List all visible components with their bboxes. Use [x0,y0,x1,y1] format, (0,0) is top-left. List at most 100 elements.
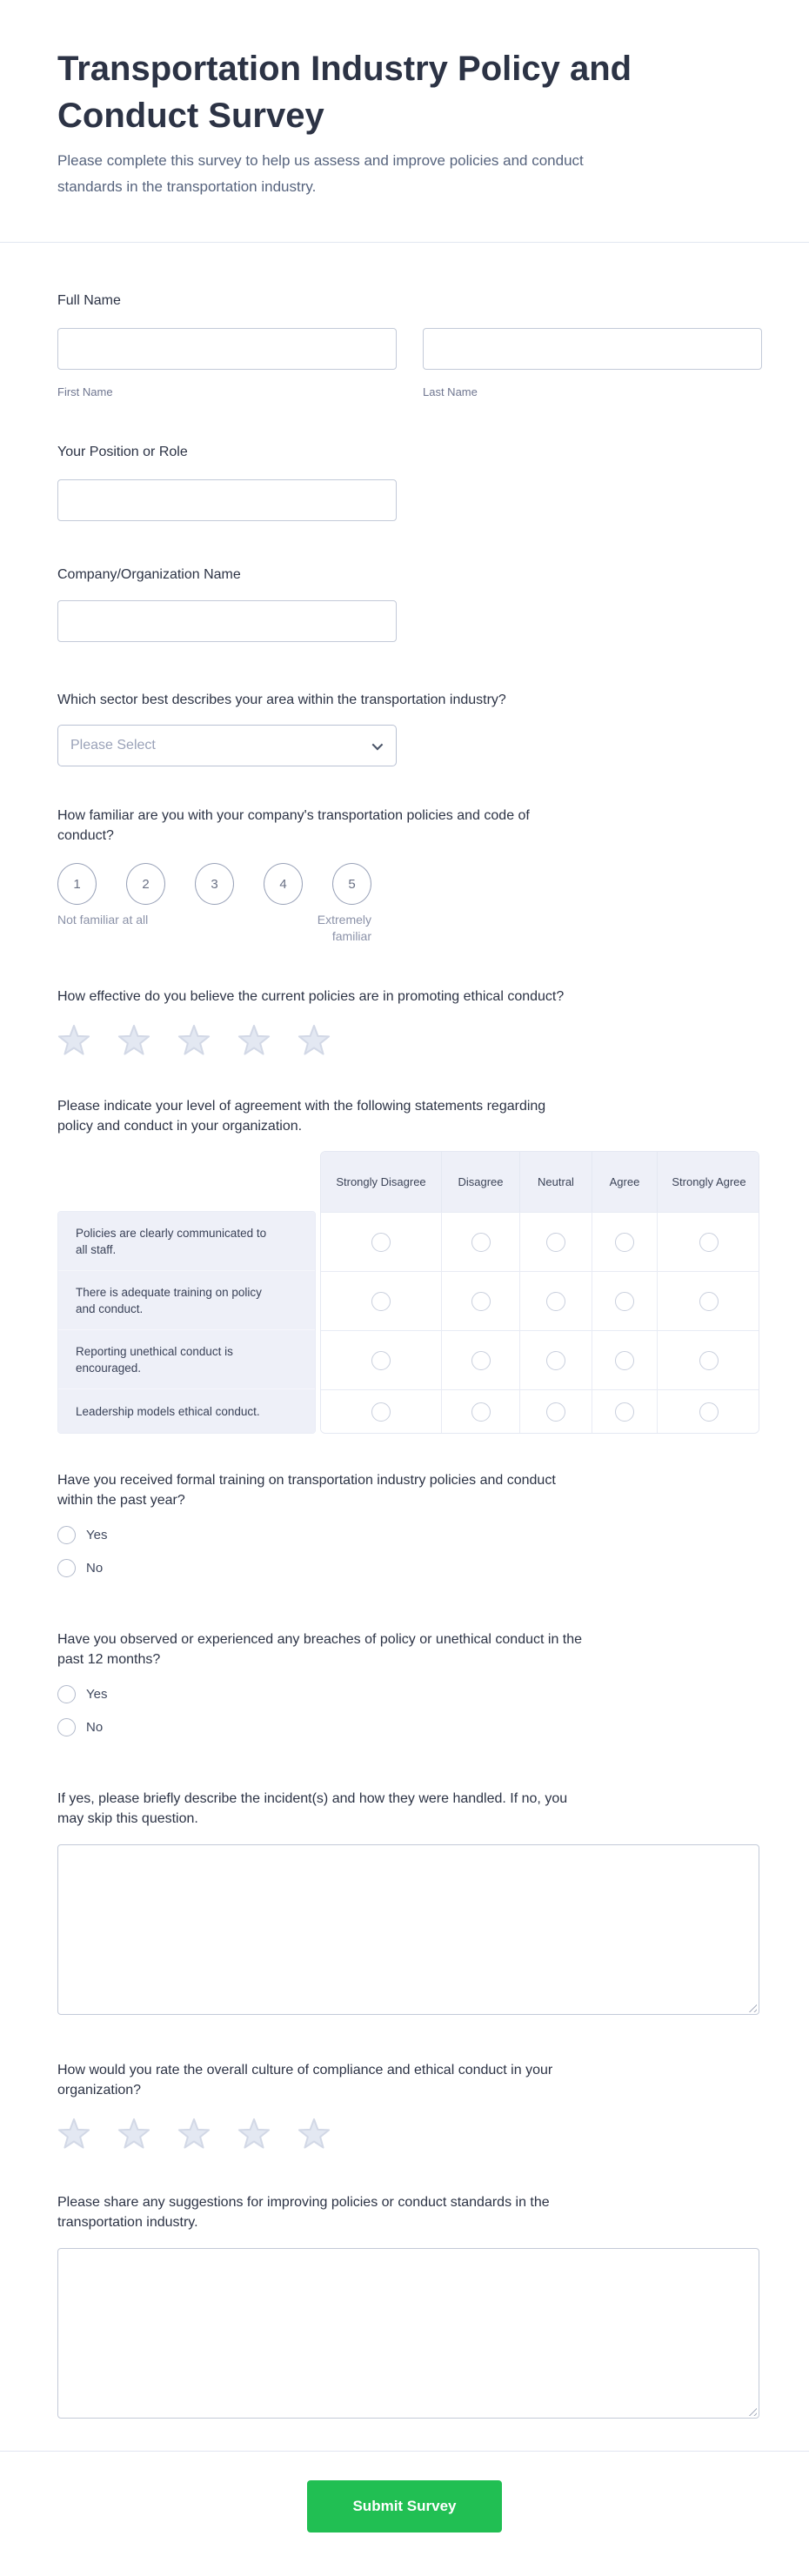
field-effectiveness: How effective do you believe the current… [57,987,762,1057]
matrix-radio[interactable] [371,1402,391,1422]
training-label: Have you received formal training on tra… [57,1473,556,1508]
radio-label: No [86,1720,104,1735]
submit-button[interactable]: Submit Survey [307,2480,502,2533]
matrix-cell [321,1271,441,1330]
star-icon[interactable] [298,2118,331,2151]
matrix-radio[interactable] [371,1350,391,1370]
matrix-cell [519,1330,592,1389]
effectiveness-label: How effective do you believe the current… [57,989,565,1004]
radio-icon [57,1685,76,1703]
scale-max-label: Extremely familiar [317,913,371,943]
matrix-radio[interactable] [615,1350,634,1370]
field-incident: If yes, please briefly describe the inci… [57,1789,762,2015]
matrix-radio[interactable] [546,1232,565,1252]
matrix-radio[interactable] [471,1350,491,1370]
incident-textarea-wrap [57,1844,759,2015]
scale-min-label: Not familiar at all [57,913,149,927]
matrix-radio[interactable] [546,1350,565,1370]
matrix-cell [519,1389,592,1433]
matrix-radio[interactable] [371,1232,391,1252]
last-name-input[interactable] [423,328,762,370]
star-icon[interactable] [57,1024,90,1057]
star-icon[interactable] [57,2118,90,2151]
matrix-radio[interactable] [699,1232,719,1252]
form-title: Transportation Industry Policy and Condu… [57,50,632,135]
radio-icon [57,1559,76,1577]
form-header: Transportation Industry Policy and Condu… [0,0,809,243]
star-icon[interactable] [237,2118,271,2151]
scale-option-4[interactable]: 4 [264,863,303,905]
star-icon[interactable] [298,1024,331,1057]
matrix-radio[interactable] [699,1402,719,1422]
sector-label: Which sector best describes your area wi… [57,693,506,707]
training-option-yes[interactable]: Yes [57,1526,762,1544]
position-input[interactable] [57,479,397,521]
scale-option-2[interactable]: 2 [126,863,165,905]
sector-dropdown-placeholder: Please Select [70,738,156,753]
first-name-input[interactable] [57,328,397,370]
matrix-radio[interactable] [546,1291,565,1311]
breaches-option-no[interactable]: No [57,1718,762,1736]
field-suggestions: Please share any suggestions for improvi… [57,2192,762,2419]
star-icon[interactable] [117,2118,150,2151]
star-icon[interactable] [177,1024,211,1057]
matrix-radio[interactable] [471,1291,491,1311]
matrix-radio[interactable] [371,1291,391,1311]
company-input[interactable] [57,600,397,642]
matrix-radio[interactable] [546,1402,565,1422]
matrix-radio[interactable] [699,1350,719,1370]
scale-option-5[interactable]: 5 [332,863,371,905]
textarea-resize-handle[interactable] [747,2003,757,2012]
matrix-cell [657,1271,759,1330]
breaches-option-yes[interactable]: Yes [57,1685,762,1703]
matrix-radio[interactable] [615,1291,634,1311]
field-position: Your Position or Role [57,442,762,521]
matrix-cell [441,1271,519,1330]
matrix-row-label: There is adequate training on policy and… [58,1271,315,1330]
matrix-radio[interactable] [471,1232,491,1252]
scale-option-3[interactable]: 3 [195,863,234,905]
matrix-cell [592,1212,657,1271]
agreement-label: Please indicate your level of agreement … [57,1099,546,1134]
radio-label: Yes [86,1528,108,1542]
effectiveness-star-rating [57,1024,762,1057]
incident-label: If yes, please briefly describe the inci… [57,1791,568,1826]
sector-dropdown[interactable]: Please Select [57,725,397,766]
field-training: Have you received formal training on tra… [57,1470,762,1577]
training-option-no[interactable]: No [57,1559,762,1577]
culture-star-rating [57,2118,762,2151]
incident-textarea[interactable] [57,1844,759,2015]
first-name-group: First Name [57,328,397,398]
familiarity-scale-labels: Not familiar at all Extremely familiar [57,912,371,945]
full-name-label: Full Name [57,293,121,308]
matrix-cell [441,1330,519,1389]
star-icon[interactable] [237,1024,271,1057]
textarea-resize-handle[interactable] [747,2406,757,2416]
matrix-grid: Strongly Disagree Disagree Neutral Agree Str… [320,1151,759,1434]
culture-label: How would you rate the overall culture o… [57,2063,553,2098]
matrix-column-header: Agree [592,1152,657,1212]
matrix-radio[interactable] [471,1402,491,1422]
matrix-radio[interactable] [615,1402,634,1422]
matrix-radio[interactable] [615,1232,634,1252]
breaches-label: Have you observed or experienced any bre… [57,1632,583,1667]
form-body: Full Name First Name Last Name Your Posi… [0,291,809,2451]
suggestions-textarea[interactable] [57,2248,759,2419]
suggestions-textarea-wrap [57,2248,759,2419]
scale-option-1[interactable]: 1 [57,863,97,905]
matrix-row-label: Policies are clearly communicated to all… [58,1212,315,1271]
matrix-radio[interactable] [699,1291,719,1311]
matrix-column-header: Strongly Disagree [321,1152,441,1212]
radio-icon [57,1718,76,1736]
star-icon[interactable] [117,1024,150,1057]
matrix-cell [592,1271,657,1330]
matrix-cell [441,1212,519,1271]
familiarity-label: How familiar are you with your company's… [57,808,530,843]
matrix-cell [321,1389,441,1433]
field-full-name: Full Name First Name Last Name [57,291,762,398]
matrix-row-label: Leadership models ethical conduct. [58,1389,315,1433]
last-name-group: Last Name [423,328,762,398]
star-icon[interactable] [177,2118,211,2151]
company-label: Company/Organization Name [57,567,241,582]
